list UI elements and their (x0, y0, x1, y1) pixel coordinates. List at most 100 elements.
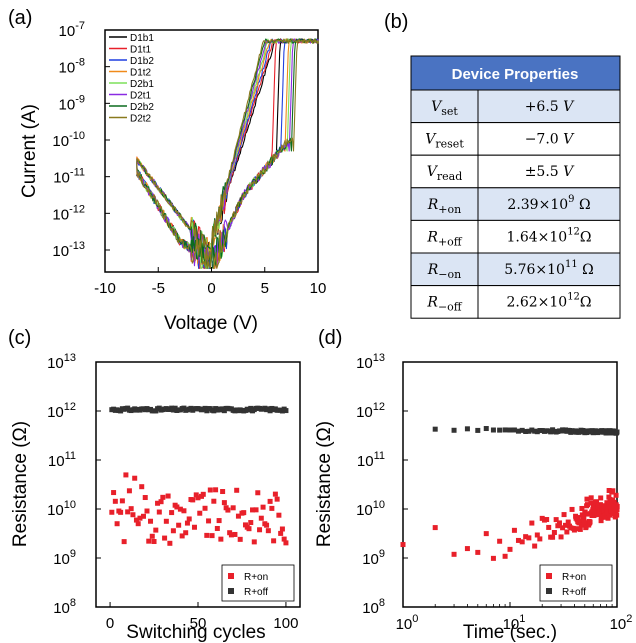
y-tick-label: 1013 (47, 352, 76, 372)
legend-label: D1b1 (130, 33, 154, 44)
legend-label: D1t2 (130, 68, 152, 79)
point-r-on (216, 518, 222, 524)
point-r-off (483, 426, 489, 432)
table-cell-label (410, 89, 479, 124)
point-r-on (575, 515, 581, 521)
legend-box (221, 564, 295, 602)
legend-label: D2b1 (130, 79, 154, 90)
y-tick-label: 108 (53, 597, 76, 617)
point-r-on (148, 518, 154, 524)
point-r-on (251, 539, 257, 545)
scatter-points-d (400, 426, 620, 561)
point-r-on (565, 519, 571, 525)
point-r-on (578, 518, 584, 524)
x-tick-label: 100 (273, 615, 298, 632)
point-r-on (139, 484, 145, 490)
legend-label: R+off (562, 587, 586, 598)
panel-label-c: (c) (8, 327, 31, 349)
point-r-on (497, 538, 503, 544)
point-r-on (207, 487, 213, 493)
point-r-on (246, 526, 252, 532)
point-r-on (258, 515, 264, 521)
point-r-on (221, 500, 227, 506)
point-r-on (111, 490, 117, 496)
point-r-on (283, 540, 289, 546)
point-r-on (529, 520, 535, 526)
point-r-on (610, 488, 616, 494)
point-r-on (186, 516, 192, 522)
point-r-on (585, 511, 591, 517)
property-name: R−off (426, 295, 462, 314)
point-r-on (237, 536, 243, 542)
property-name: Vread (427, 164, 463, 183)
point-r-on (241, 510, 247, 516)
point-r-on (197, 510, 203, 516)
x-axis-title-d: Time (sec.) (463, 622, 557, 643)
point-r-on (163, 518, 169, 524)
y-tick-label: 108 (362, 597, 385, 617)
point-r-on (253, 507, 259, 513)
point-r-on (587, 519, 593, 525)
point-r-off (526, 428, 532, 434)
point-r-on (125, 509, 131, 515)
point-r-on (176, 522, 182, 528)
point-r-off (532, 428, 538, 434)
point-r-off (497, 427, 503, 433)
property-value: +6.5 V (525, 99, 575, 115)
point-r-on (550, 534, 556, 540)
x-axis-ticks-c: 0 50 100 (106, 602, 298, 632)
point-r-on (605, 515, 611, 521)
point-r-on (597, 508, 603, 514)
point-r-on (112, 498, 118, 504)
point-r-on (532, 543, 538, 549)
property-value: −7.0 V (525, 132, 575, 148)
y-tick-label: 1010 (356, 499, 385, 519)
point-r-off (519, 427, 525, 433)
point-r-on (155, 500, 161, 506)
point-r-off (515, 428, 521, 434)
point-r-on (248, 520, 254, 526)
point-r-on (553, 517, 559, 523)
point-r-on (230, 505, 236, 511)
y-tick-label: 1012 (47, 401, 76, 421)
point-r-on (123, 472, 129, 478)
point-r-on (556, 520, 562, 526)
table-cell-label (410, 252, 479, 287)
point-r-on (451, 551, 457, 557)
x-tick-label: 101 (503, 613, 526, 633)
panel-label-d: (d) (318, 327, 342, 349)
y-axis-title-d: Resistance (Ω) (314, 421, 335, 547)
point-r-on (271, 538, 277, 544)
point-r-on (151, 539, 157, 545)
point-r-off (432, 426, 438, 432)
point-r-on (119, 498, 125, 504)
point-r-on (582, 509, 588, 515)
device-properties-table: Device Properties Vset +6.5 V Vreset −7.0 V… (410, 55, 621, 319)
point-r-off (534, 429, 540, 435)
point-r-off (283, 408, 289, 414)
point-r-on (144, 508, 150, 514)
point-r-on (464, 546, 470, 552)
point-r-on (162, 535, 168, 541)
point-r-on (577, 526, 583, 532)
point-r-on (523, 534, 529, 540)
legend-label: R+on (562, 572, 586, 583)
point-r-on (135, 521, 141, 527)
y-tick-label: 109 (53, 548, 76, 568)
point-r-on (149, 533, 155, 539)
property-value: 2.62×1012Ω (506, 292, 591, 311)
point-r-on (544, 517, 550, 523)
point-r-on (114, 521, 120, 527)
point-r-on (276, 512, 282, 518)
point-r-on (235, 513, 241, 519)
panel-label-b: (b) (384, 11, 408, 33)
point-r-on (167, 540, 173, 546)
point-r-on (267, 498, 273, 504)
legend-swatch (546, 588, 552, 594)
point-r-on (174, 504, 180, 510)
point-r-on (598, 495, 604, 501)
legend-label: D2b2 (130, 102, 154, 113)
point-r-on (255, 490, 261, 496)
point-r-on (564, 529, 570, 535)
